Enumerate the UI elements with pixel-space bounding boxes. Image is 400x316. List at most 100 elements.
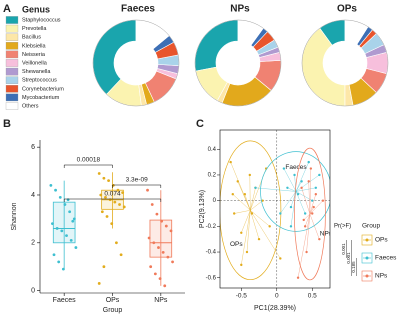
legend-title: Genus	[22, 4, 50, 14]
y-axis-title: PC2(9.13%)	[199, 190, 206, 228]
data-point	[113, 200, 117, 204]
data-point	[61, 267, 65, 271]
y-tick-label: -0.4	[206, 250, 217, 256]
data-point	[171, 260, 174, 264]
donut-outline	[92, 19, 180, 107]
data-point	[240, 231, 243, 234]
data-point	[303, 225, 307, 228]
data-point	[296, 276, 300, 279]
significance-bracket	[63, 198, 162, 202]
legend-label: Neisseria	[22, 52, 46, 58]
data-point	[97, 282, 101, 285]
legend-swatch	[5, 76, 19, 84]
significance-bracket	[112, 184, 162, 188]
legend-label: Staphylococcus	[22, 17, 61, 23]
data-point	[307, 160, 310, 164]
legend-label: Others	[22, 103, 39, 109]
spoke	[244, 194, 251, 211]
data-point	[65, 234, 68, 238]
legend-key-point	[365, 238, 369, 242]
data-point	[231, 193, 234, 196]
data-point	[155, 212, 159, 216]
x-tick-label: -0.5	[236, 293, 248, 300]
data-point	[58, 195, 62, 199]
box	[149, 219, 173, 258]
panel-label: B	[3, 118, 11, 130]
data-point	[286, 186, 289, 190]
p-value: 0.074	[104, 191, 121, 198]
data-point	[104, 195, 107, 199]
data-point	[240, 263, 243, 267]
data-point	[51, 222, 54, 226]
donut-outline	[301, 19, 389, 107]
y-tick-label: -0.6	[206, 275, 217, 281]
data-point	[119, 253, 123, 257]
y-tick-label: 0.2	[208, 173, 217, 179]
legend-label: Streptococcus	[22, 78, 57, 84]
spoke	[295, 174, 320, 192]
legend-swatch	[5, 24, 19, 33]
significance-bracket	[63, 164, 113, 168]
legend-swatch	[5, 16, 19, 24]
y-tick-label: 0	[31, 287, 35, 294]
data-point	[63, 203, 67, 206]
data-point	[116, 188, 120, 192]
spoke	[308, 181, 311, 215]
data-point	[254, 186, 257, 190]
data-point	[232, 212, 236, 215]
x-tick-label: OPs	[106, 297, 120, 304]
data-point	[72, 217, 76, 221]
data-point	[163, 284, 167, 288]
y-tick-label: 0.4	[208, 147, 217, 153]
legend-key-point	[365, 256, 369, 260]
legend-swatch	[5, 93, 19, 102]
data-point	[157, 246, 160, 249]
data-point	[257, 237, 261, 241]
spoke	[309, 213, 320, 240]
data-point	[152, 241, 156, 245]
spoke	[241, 210, 251, 265]
data-point	[102, 176, 106, 180]
data-point	[289, 225, 293, 228]
data-point	[158, 277, 162, 281]
legend-label: Veillonella	[22, 60, 48, 66]
panel-label: A	[3, 3, 11, 15]
x-tick-label: Faeces	[53, 297, 76, 304]
data-point	[153, 272, 157, 276]
data-point	[169, 229, 173, 233]
spoke	[295, 162, 309, 192]
data-point	[311, 212, 314, 215]
data-point	[250, 212, 254, 215]
donut-title: OPs	[337, 4, 357, 15]
group-ellipse	[294, 147, 326, 281]
legend-label: Bacillus	[22, 35, 41, 41]
data-point	[309, 167, 313, 170]
donut-slice	[92, 19, 137, 95]
spoke	[297, 213, 311, 278]
spoke	[290, 191, 297, 227]
data-point	[312, 205, 315, 209]
data-point	[321, 199, 325, 202]
y-tick-label: 6	[31, 144, 35, 151]
spoke	[283, 168, 297, 192]
data-point	[74, 246, 78, 249]
data-point	[102, 265, 106, 269]
legend-swatch	[5, 102, 19, 110]
legend-label: Prevotella	[22, 26, 47, 32]
data-point	[118, 203, 121, 206]
data-point	[305, 250, 308, 254]
legend-swatch	[5, 33, 19, 41]
group-ellipse	[260, 151, 330, 232]
data-point	[121, 191, 125, 194]
data-point	[115, 241, 118, 245]
legend-label: NPs	[375, 273, 388, 280]
data-point	[71, 219, 75, 223]
donut-title: Faeces	[121, 4, 155, 15]
p-value: 3.3e-09	[126, 177, 148, 184]
data-point	[166, 255, 170, 259]
data-point	[54, 188, 57, 192]
data-point	[105, 215, 109, 218]
data-point	[243, 193, 247, 196]
y-tick-label: -0.2	[206, 224, 217, 230]
spoke	[234, 210, 251, 214]
